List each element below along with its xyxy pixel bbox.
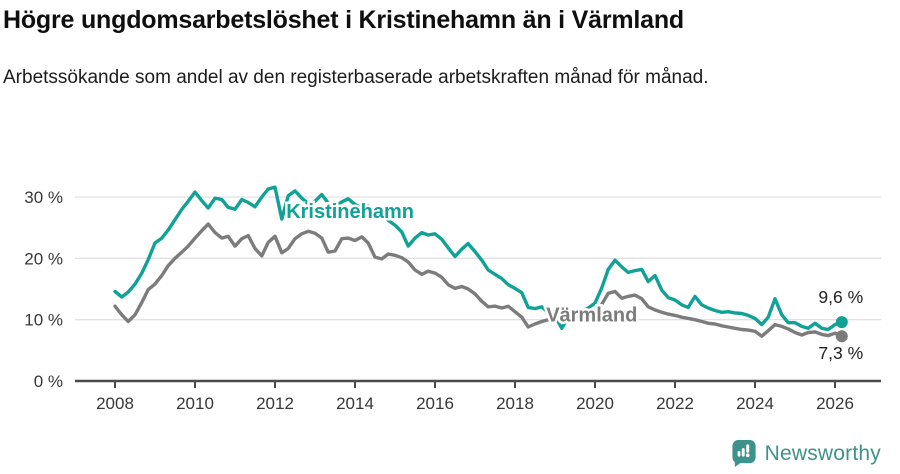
y-axis-tick-label: 20 % [24,249,63,268]
x-axis-tick-label: 2024 [736,394,774,413]
newsworthy-logo-icon [732,440,756,467]
end-dot-vrmland [835,330,848,343]
x-axis-tick-label: 2014 [336,394,374,413]
x-axis-tick-label: 2010 [176,394,214,413]
logo-bubble-tail [734,460,744,467]
end-value-label: 9,6 % [818,287,863,307]
logo-bar-2 [741,448,745,457]
x-axis-tick-label: 2008 [96,394,134,413]
x-axis-tick-label: 2022 [656,394,694,413]
chart-line-kristinehamn [113,185,844,332]
x-axis-tick-label: 2026 [816,394,854,413]
series-inline-label-kristinehamn: Kristinehamn [286,201,414,223]
chart-line-vrmland [113,222,844,338]
footer-brand: Newsworthy [731,439,881,468]
y-axis-tick-label: 10 % [24,311,63,330]
brand-name: Newsworthy [764,441,881,465]
logo-exclamation-stem [745,444,749,453]
logo-exclamation-dot [745,453,750,458]
logo-bar-1 [737,451,741,457]
end-value-label: 7,3 % [818,343,863,363]
chart-subtitle: Arbetssökande som andel av den registerb… [3,67,709,88]
x-axis-tick-label: 2012 [256,394,294,413]
chart-title: Högre ungdomsarbetslöshet i Kristinehamn… [3,6,684,34]
x-axis-tick-label: 2016 [416,394,454,413]
series-inline-label-vrmland: Värmland [546,304,637,326]
y-axis-tick-label: 30 % [24,188,63,207]
y-axis-tick-label: 0 % [34,372,63,391]
x-axis-tick-label: 2018 [496,394,534,413]
x-axis-tick-label: 2020 [576,394,614,413]
end-dot-kristinehamn [835,316,848,329]
